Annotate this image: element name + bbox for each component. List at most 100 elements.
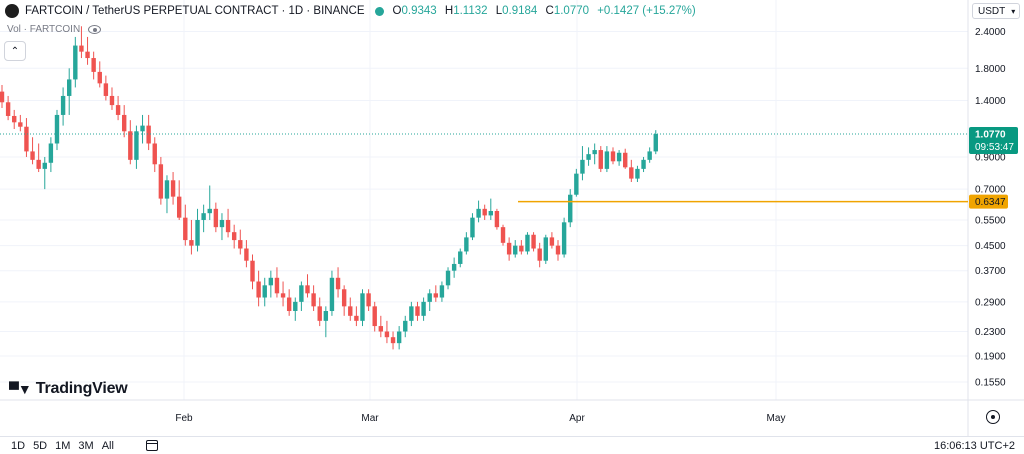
tradingview-logo[interactable]: ▀▼ TradingView xyxy=(9,380,128,398)
candle-body xyxy=(500,227,506,243)
candle-body xyxy=(586,154,591,160)
candle-body xyxy=(494,210,500,228)
candle-body xyxy=(317,306,322,321)
candle-body xyxy=(225,219,231,233)
volume-indicator[interactable]: Vol · FARTCOIN xyxy=(7,24,102,35)
candle-body xyxy=(286,297,292,311)
candle-body xyxy=(482,208,487,216)
collapse-chevron-icon[interactable]: ⌃ xyxy=(4,41,26,61)
low-value: 0.9184 xyxy=(502,5,538,17)
candle-body xyxy=(360,293,365,321)
candle-body xyxy=(250,260,255,282)
candle-body xyxy=(60,95,66,115)
candle-body xyxy=(635,168,640,179)
candle-body xyxy=(519,245,524,252)
candle-body xyxy=(305,285,310,294)
candle-body xyxy=(537,248,542,261)
currency-selector[interactable]: USDT ▾ xyxy=(972,3,1020,19)
candle-body xyxy=(256,281,261,298)
candle-body xyxy=(140,125,145,132)
candle-body xyxy=(219,219,225,228)
settings-icon[interactable] xyxy=(986,410,1000,424)
open-label: O xyxy=(392,5,402,17)
candle-body xyxy=(79,45,84,52)
candle-body xyxy=(128,131,133,160)
timeframe-5d[interactable]: 5D xyxy=(33,439,48,452)
high-label: H xyxy=(444,5,454,17)
fartcoin-logo-icon xyxy=(5,4,19,18)
timeframe-all[interactable]: All xyxy=(101,439,114,452)
chevron-down-icon: ▾ xyxy=(1011,6,1016,16)
candle-body xyxy=(183,217,188,241)
candle-body xyxy=(244,248,249,261)
candle-body xyxy=(201,213,206,220)
candle-body xyxy=(24,126,29,152)
timeframe-1d[interactable]: 1D xyxy=(11,439,26,452)
timeframe-1m[interactable]: 1M xyxy=(55,439,71,452)
symbol-title[interactable]: FARTCOIN / TetherUS PERPETUAL CONTRACT ·… xyxy=(25,5,365,17)
price-tick-label: 0.2300 xyxy=(975,327,1006,338)
close-label: C xyxy=(545,5,554,17)
candle-body xyxy=(323,310,329,321)
candle-body xyxy=(134,131,139,160)
candle-body xyxy=(311,293,316,307)
time-tick-label: Apr xyxy=(569,413,585,424)
time-tick-label: Mar xyxy=(361,413,379,424)
candle-body xyxy=(146,125,151,144)
candle-body xyxy=(293,301,298,311)
candle-body xyxy=(348,306,353,316)
bottom-toolbar: 1D 5D 1M 3M All 16:06:13 UTC+2 xyxy=(0,436,1024,454)
candle-body xyxy=(268,277,274,286)
candle-body xyxy=(115,105,121,115)
candle-body xyxy=(238,240,243,249)
candle-body xyxy=(366,293,371,307)
market-status-icon xyxy=(374,6,384,16)
candle-body xyxy=(384,331,390,338)
candle-body xyxy=(12,115,17,123)
candle-body xyxy=(543,237,548,261)
timeframe-3m[interactable]: 3M xyxy=(78,439,94,452)
candle-body xyxy=(207,208,212,214)
candle-body xyxy=(470,217,475,238)
candle-body xyxy=(103,83,109,96)
candle-body xyxy=(415,306,420,316)
clock[interactable]: 16:06:13 UTC+2 xyxy=(933,440,1015,452)
candle-body xyxy=(610,151,616,162)
candle-body xyxy=(574,173,579,195)
candle-body xyxy=(445,270,451,286)
candle-body xyxy=(67,79,72,96)
candle-body xyxy=(231,232,237,241)
brand-name: TradingView xyxy=(35,380,128,397)
candle-body xyxy=(464,237,469,252)
high-value: 1.1132 xyxy=(453,5,488,17)
candle-body xyxy=(653,134,658,152)
candle-body xyxy=(299,285,304,302)
candle-body xyxy=(91,58,96,72)
candle-body xyxy=(458,251,463,264)
candle-body xyxy=(274,277,280,294)
price-tick-label: 0.1900 xyxy=(975,351,1006,362)
candle-body xyxy=(73,45,78,80)
eye-icon[interactable] xyxy=(88,25,102,34)
price-tick-label: 2.4000 xyxy=(975,27,1006,38)
candle-body xyxy=(488,210,493,216)
candle-body xyxy=(54,114,60,144)
candle-body xyxy=(158,164,164,199)
candle-body xyxy=(568,194,573,223)
price-tick-label: 0.4500 xyxy=(975,241,1006,252)
price-tick-label: 0.5500 xyxy=(975,215,1006,226)
calendar-icon[interactable] xyxy=(145,440,158,451)
candle-body xyxy=(396,331,402,344)
candle-body xyxy=(164,180,170,199)
candle-body xyxy=(341,289,347,307)
candle-body xyxy=(18,122,23,127)
candle-body xyxy=(176,196,182,218)
price-tick-label: 0.7000 xyxy=(975,185,1006,196)
candle-body xyxy=(152,143,157,165)
ohlc-values: O0.9343 H1.1132 L0.9184 C1.0770 +0.1427 … xyxy=(393,5,701,17)
candle-body xyxy=(378,326,384,332)
candle-body xyxy=(97,71,102,84)
low-label: L xyxy=(495,5,503,17)
support-price-badge xyxy=(969,194,1008,209)
